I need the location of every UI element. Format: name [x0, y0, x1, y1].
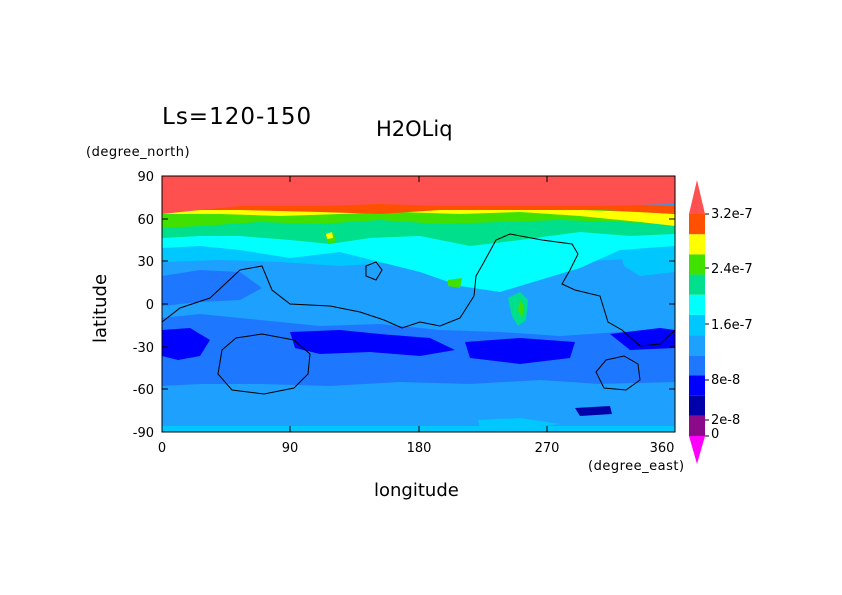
- contour-argyre: [595, 355, 641, 391]
- band-north-polar: [162, 176, 675, 214]
- contour-elysium: [365, 261, 383, 281]
- patch-yellow-1: [326, 232, 333, 239]
- y-tick-label: 30: [137, 255, 154, 270]
- contour-tharsis: [162, 233, 675, 347]
- y-tick-label: -90: [133, 426, 154, 441]
- colorbar-segment: [689, 314, 705, 336]
- patch-green-2: [448, 278, 462, 288]
- x-axis-label: longitude: [374, 480, 459, 501]
- colorbar-label: 0: [711, 427, 719, 442]
- y-tick-label: -60: [133, 383, 154, 398]
- x-unit-label: (degree_east): [588, 459, 685, 474]
- y-tick-label: -30: [133, 341, 154, 356]
- colorbar-segment: [689, 355, 705, 376]
- variable-name: H2OLiq: [376, 117, 453, 141]
- x-tick-label: 0: [158, 441, 166, 456]
- x-tick-label: 360: [650, 441, 675, 456]
- contour-hellas: [217, 333, 311, 395]
- colorbar-label: 3.2e-7: [711, 207, 753, 222]
- patch-cyan-e: [620, 248, 675, 276]
- patch-blue-1: [162, 328, 210, 360]
- colorbar-label: 2.4e-7: [711, 262, 753, 277]
- y-unit-label: (degree_north): [86, 145, 191, 160]
- colorbar-label: 8e-8: [711, 373, 740, 388]
- x-tick-label: 270: [535, 441, 560, 456]
- colorbar-segment: [689, 254, 705, 275]
- colorbar-segment: [689, 274, 705, 295]
- chart-title: Ls=120-150: [162, 104, 313, 130]
- y-tick-label: 0: [146, 298, 154, 313]
- patch-blue-w: [162, 270, 262, 306]
- colorbar: [689, 180, 709, 464]
- x-tick-label: 90: [282, 441, 299, 456]
- colorbar-min-triangle: [689, 436, 705, 464]
- ticks: [161, 175, 676, 433]
- colorbar-segment: [689, 214, 705, 235]
- patch-blue-3: [465, 338, 575, 364]
- patch-plume-core: [518, 300, 524, 318]
- colorbar-label: 2e-8: [711, 413, 740, 428]
- patch-blue-2: [290, 330, 455, 356]
- y-axis-label: latitude: [90, 273, 112, 344]
- x-tick-label: 180: [407, 441, 432, 456]
- patch-cyan-south: [478, 418, 560, 428]
- colorbar-segment: [689, 294, 705, 315]
- colorbar-segment: [689, 335, 705, 356]
- colorbar-segment: [689, 395, 705, 416]
- topography-contours: [162, 233, 675, 395]
- colorbar-segment: [689, 415, 705, 436]
- colorbar-label: 1.6e-7: [711, 318, 753, 333]
- y-tick-label: 90: [137, 170, 154, 185]
- colorbar-segment: [689, 375, 705, 396]
- y-tick-label: 60: [137, 213, 154, 228]
- colorbar-max-triangle: [689, 180, 705, 214]
- contour-field: [162, 176, 675, 432]
- patch-plume: [508, 292, 528, 326]
- patch-blue-5: [575, 406, 612, 416]
- colorbar-segment: [689, 234, 705, 255]
